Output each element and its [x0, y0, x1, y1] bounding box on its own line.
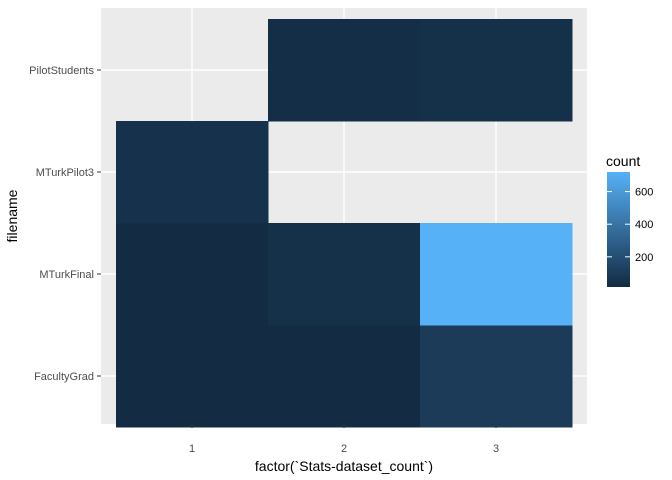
legend-tick-label: 400: [635, 219, 653, 231]
heatmap-cell: [116, 325, 269, 428]
x-tick-label: 2: [341, 443, 347, 455]
heatmap-cell: [268, 19, 421, 122]
x-axis: 1 2 3: [189, 424, 499, 455]
heatmap-cell: [116, 121, 269, 224]
legend-ticks: 200 400 600: [607, 187, 653, 264]
y-tick-label: PilotStudents: [29, 65, 94, 77]
heatmap-cell: [116, 223, 269, 326]
heatmap-cell: [420, 325, 573, 428]
legend-tick-label: 600: [635, 187, 653, 199]
legend-title: count: [606, 153, 640, 169]
x-tick-label: 3: [493, 443, 499, 455]
x-tick-label: 1: [189, 443, 195, 455]
heatmap-cell: [268, 325, 421, 428]
y-tick-label: MTurkPilot3: [36, 167, 94, 179]
x-axis-title: factor(`Stats-dataset_count`): [255, 458, 433, 474]
heatmap-cells: [116, 19, 573, 428]
legend-tick-label: 200: [635, 252, 653, 264]
heatmap-cell: [420, 19, 573, 122]
y-tick-label: FacultyGrad: [34, 371, 94, 383]
legend-colorbar: [607, 172, 630, 287]
heatmap-cell: [268, 223, 421, 326]
y-tick-label: MTurkFinal: [39, 269, 94, 281]
y-axis: FacultyGrad MTurkFinal MTurkPilot3 PilotStu…: [29, 65, 101, 383]
heatmap-cell: [420, 223, 573, 326]
y-axis-title: filename: [4, 189, 20, 242]
legend: count 200 400 600: [606, 153, 653, 287]
